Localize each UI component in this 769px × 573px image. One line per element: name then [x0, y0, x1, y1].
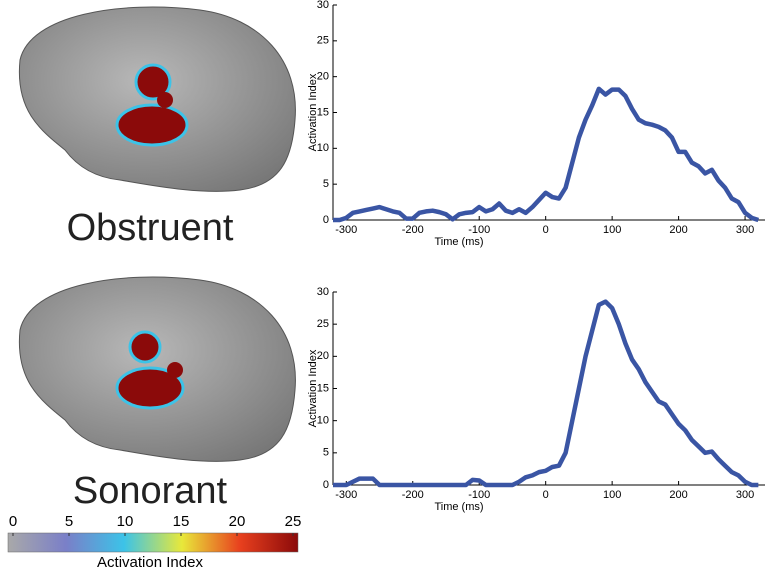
- brain-sonorant: [18, 276, 296, 462]
- y-tick-label: 10: [317, 142, 329, 154]
- panel-label: Obstruent: [67, 207, 234, 249]
- colorbar-label: Activation Index: [97, 554, 203, 571]
- y-tick-label: 20: [317, 71, 329, 83]
- y-tick-label: 25: [317, 35, 329, 47]
- x-tick-label: -200: [402, 224, 424, 236]
- x-tick-label: -300: [335, 489, 357, 501]
- y-axis-label: Activation Index: [307, 73, 319, 151]
- y-tick-label: 0: [323, 479, 329, 491]
- y-tick-label: 5: [323, 178, 329, 190]
- y-tick-label: 30: [317, 0, 329, 11]
- y-tick-label: 5: [323, 447, 329, 459]
- x-tick-label: -200: [402, 489, 424, 501]
- line: [333, 86, 760, 223]
- brain-obstruent: [18, 6, 296, 192]
- x-tick-label: -300: [335, 224, 357, 236]
- x-axis-label: Time (ms): [434, 236, 483, 248]
- x-tick-label: -100: [468, 224, 490, 236]
- y-tick-label: 15: [317, 106, 329, 118]
- x-tick-label: 100: [603, 489, 621, 501]
- y-tick-label: 25: [317, 318, 329, 330]
- colorbar-tick-label: 5: [65, 513, 73, 530]
- colorbar-tick-label: 15: [173, 513, 190, 530]
- y-tick-label: 0: [323, 214, 329, 226]
- colorbar-tick-label: 10: [117, 513, 134, 530]
- y-tick-label: 20: [317, 350, 329, 362]
- y-tick-label: 10: [317, 415, 329, 427]
- x-tick-label: 0: [543, 489, 549, 501]
- x-tick-label: 100: [603, 224, 621, 236]
- colorbar-tick-label: 20: [229, 513, 246, 530]
- x-tick-label: 200: [669, 489, 687, 501]
- panel-label: Sonorant: [73, 470, 228, 512]
- x-tick-label: 200: [669, 224, 687, 236]
- y-tick-label: 15: [317, 382, 329, 394]
- x-tick-label: -100: [468, 489, 490, 501]
- x-tick-label: 300: [736, 224, 754, 236]
- colorbar-tick-label: 25: [285, 513, 302, 530]
- colorbar: [7, 532, 299, 553]
- x-tick-label: 300: [736, 489, 754, 501]
- colorbar-tick-label: 0: [9, 513, 17, 530]
- line: [333, 299, 759, 488]
- y-axis-label: Activation Index: [307, 349, 319, 427]
- x-axis-label: Time (ms): [434, 501, 483, 513]
- x-tick-label: 0: [543, 224, 549, 236]
- y-tick-label: 30: [317, 286, 329, 298]
